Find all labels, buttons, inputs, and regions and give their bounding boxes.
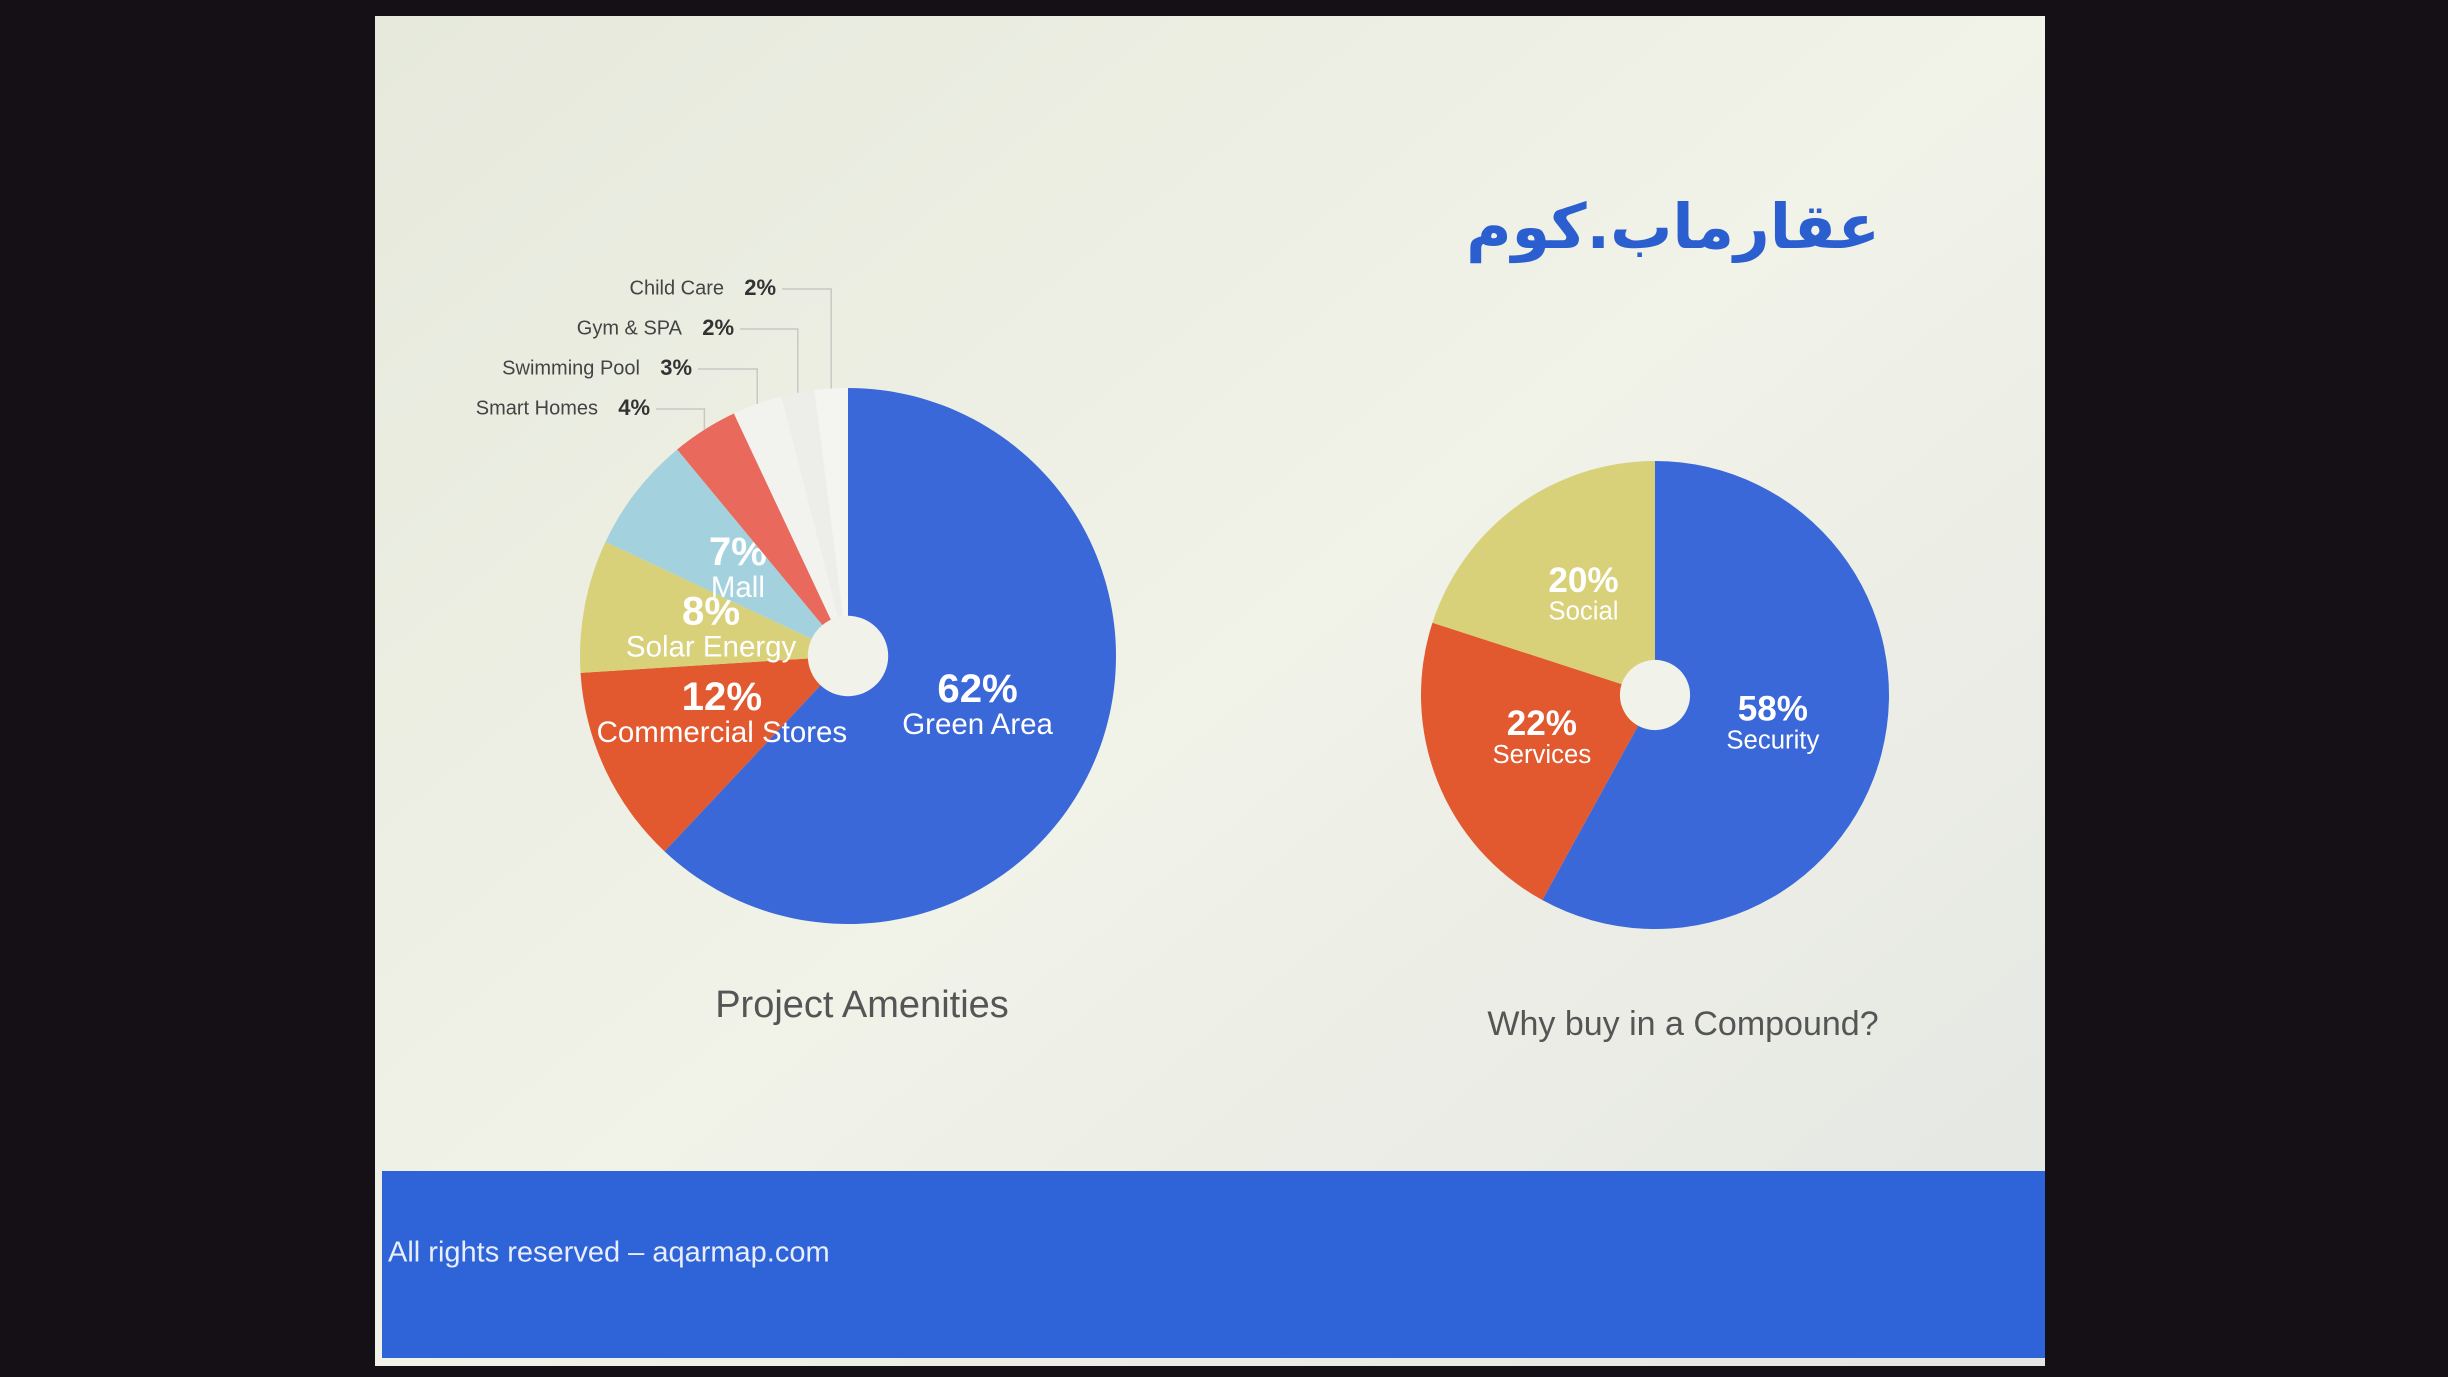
pie-slice [664, 387, 1116, 924]
pie-slice [733, 396, 848, 656]
chart-title: Why buy in a Compound? [1487, 1005, 1878, 1043]
category-label: Solar Energy [626, 630, 797, 663]
pie-hole [807, 615, 889, 697]
leader-line [740, 328, 799, 393]
pie-slice [1432, 461, 1655, 695]
data-label: 2% [702, 315, 734, 340]
leader-line [782, 288, 832, 389]
pie-slice [814, 388, 848, 656]
category-label: Security [1726, 726, 1819, 754]
data-label: 12% [682, 674, 762, 719]
leader-line [698, 368, 758, 404]
data-label: 2% [744, 275, 776, 300]
pie-slice [605, 449, 848, 656]
pie-slice [677, 413, 848, 656]
data-label: 4% [618, 395, 650, 420]
data-label: 20% [1548, 561, 1618, 600]
category-label: Social [1548, 598, 1618, 626]
category-label: Green Area [902, 708, 1053, 741]
data-label: 62% [937, 666, 1017, 711]
category-label: Services [1493, 741, 1592, 769]
category-label: Commercial Stores [597, 716, 848, 749]
pie-slice [579, 541, 848, 673]
pie-hole [1619, 659, 1691, 731]
category-label: Child Care [630, 277, 724, 299]
category-label: Swimming Pool [502, 357, 640, 379]
logo: عقارماب.كوم [1466, 190, 1880, 264]
data-label: 3% [660, 355, 692, 380]
chart-title: Project Amenities [715, 984, 1009, 1026]
footer-text: All rights reserved – aqarmap.com [388, 1237, 830, 1269]
footer-band [382, 1171, 2045, 1358]
pie-slice [1421, 622, 1655, 901]
pie-slice [1542, 461, 1889, 930]
data-label: 22% [1507, 704, 1577, 743]
leader-line [656, 408, 706, 430]
data-label: 58% [1738, 689, 1808, 728]
pie-slice [580, 656, 848, 852]
category-label: Gym & SPA [577, 317, 683, 339]
category-label: Smart Homes [476, 397, 598, 419]
category-label: Mall [711, 571, 765, 604]
pie-slice [781, 390, 848, 656]
